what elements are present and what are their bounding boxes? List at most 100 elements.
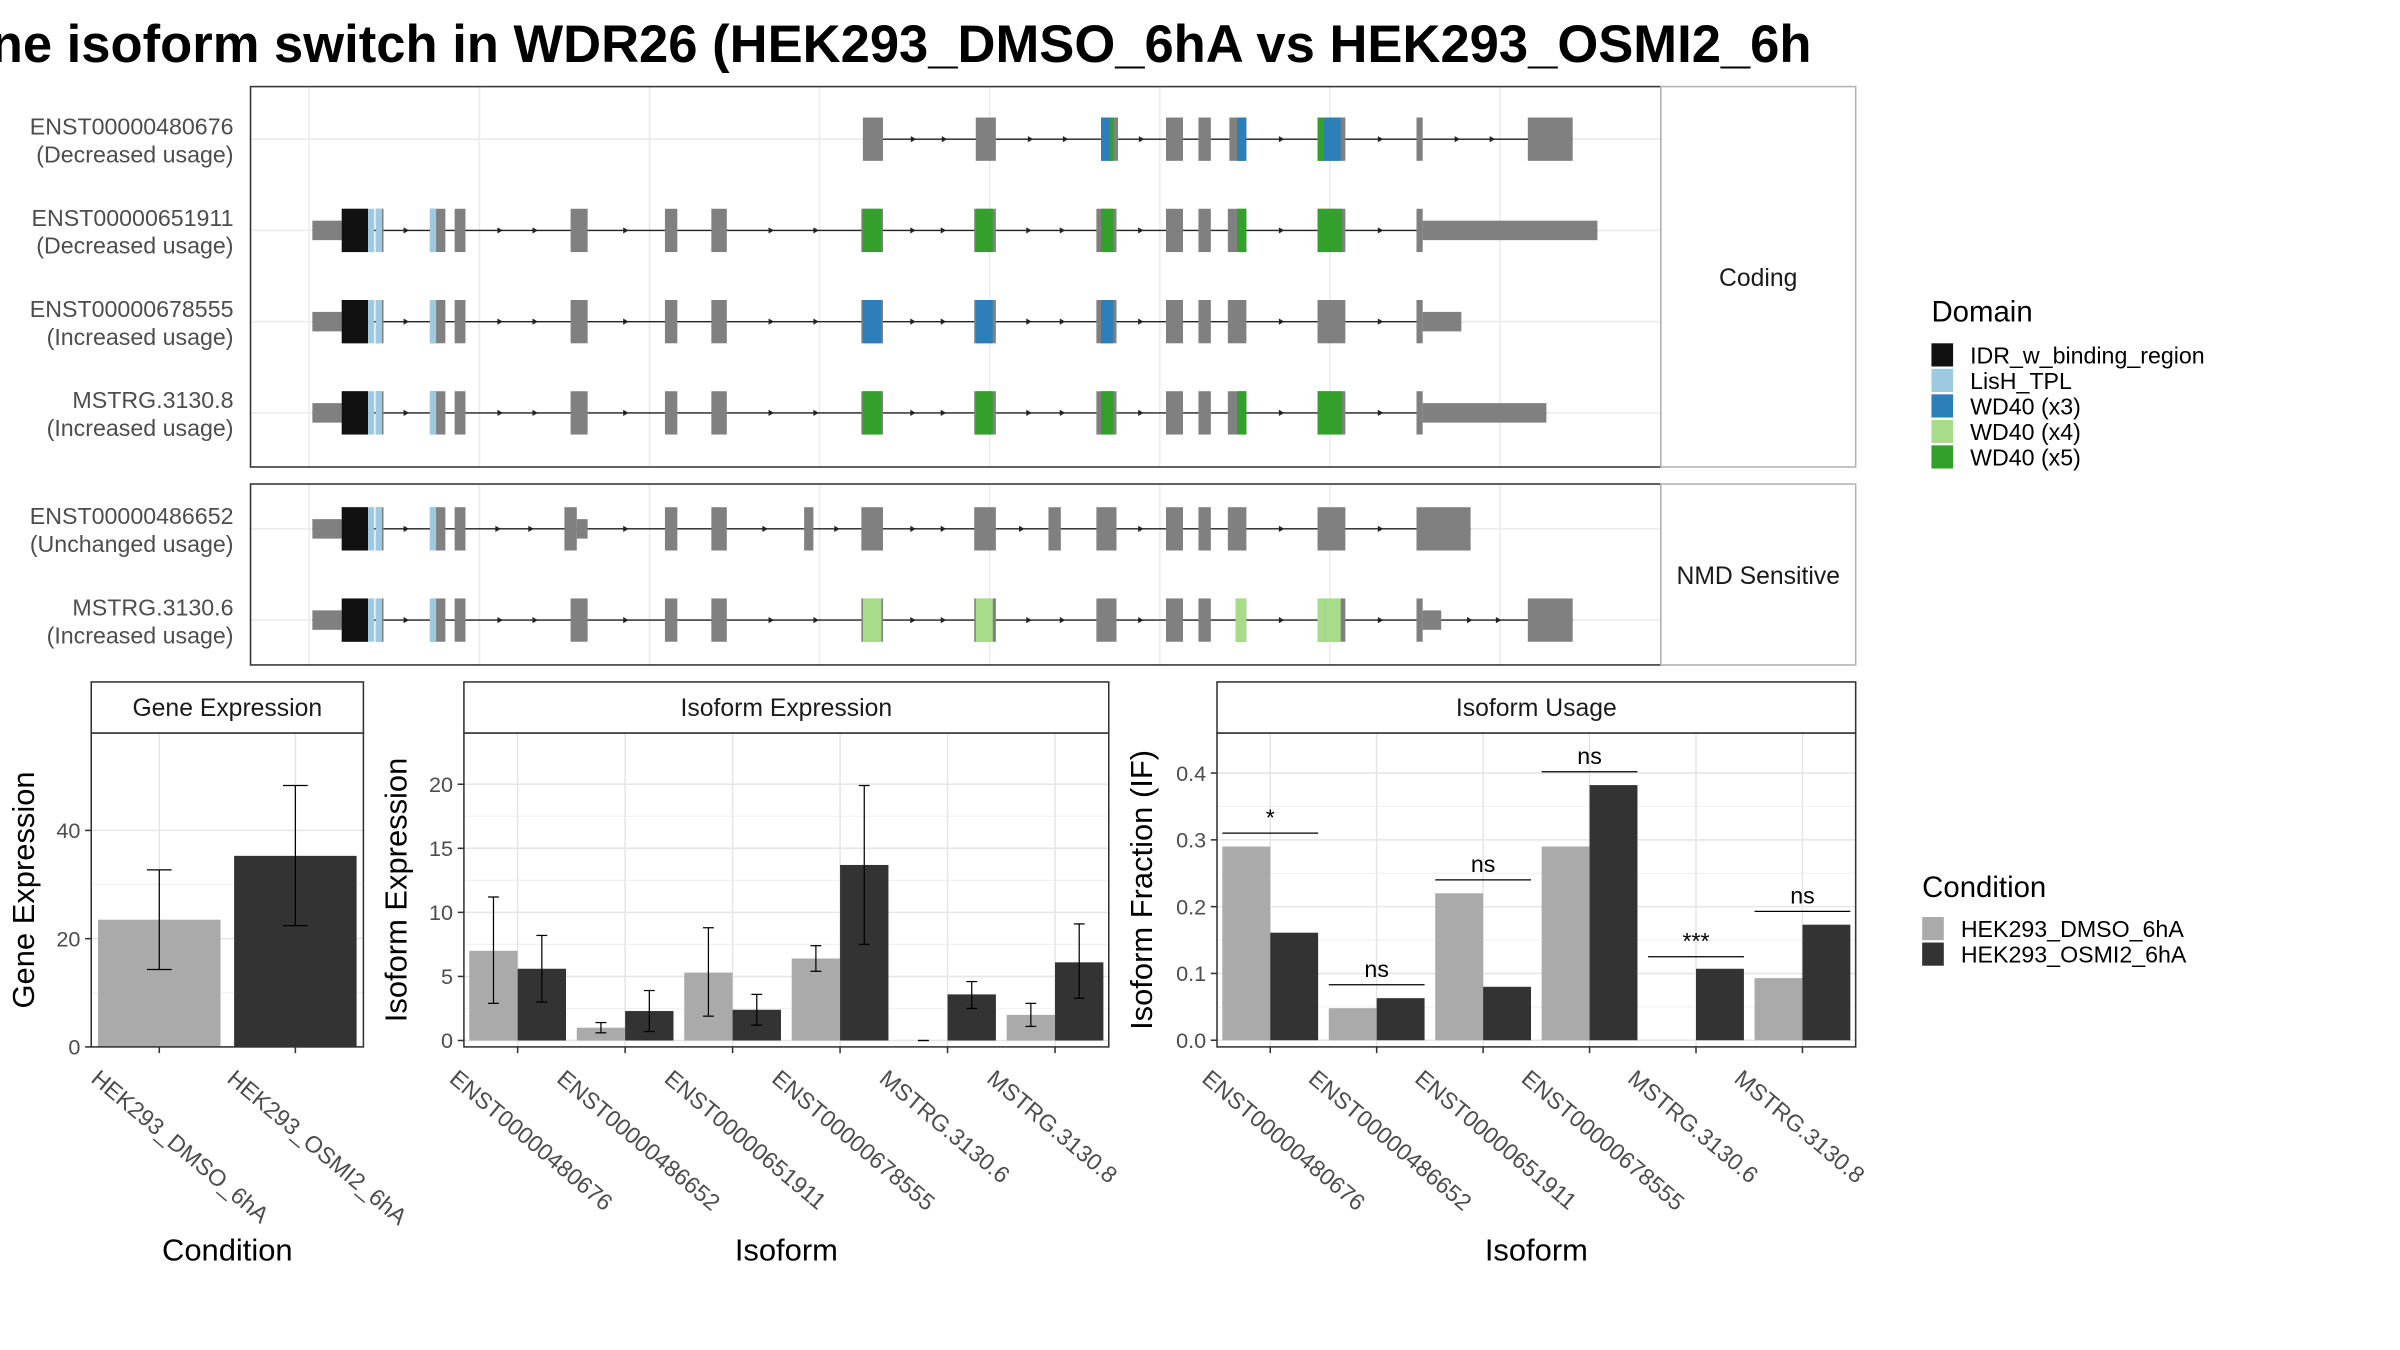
intron-arrow (1019, 525, 1025, 532)
domain-block (1317, 208, 1343, 253)
domain-block (368, 208, 375, 253)
x-axis-label: Isoform (1485, 1232, 1588, 1267)
domain-block (1237, 391, 1247, 435)
exon (1416, 391, 1423, 435)
y-tick-label: 0 (441, 1028, 453, 1053)
intron-arrow (623, 525, 629, 532)
condition-legend-title: Condition (1922, 871, 2046, 904)
exon (1527, 117, 1573, 161)
bar (1589, 785, 1638, 1041)
facet-strip (1660, 85, 1857, 468)
transcript-usage-label: (Increased usage) (47, 324, 234, 350)
exon (1317, 507, 1346, 551)
y-tick-label: 20 (429, 772, 453, 797)
intron-arrow (813, 227, 819, 234)
error-bar (703, 927, 714, 1017)
domain-block (429, 598, 437, 642)
intron-arrow (623, 409, 629, 416)
domain-block (341, 507, 369, 551)
exon (664, 208, 678, 253)
domain-block (375, 208, 382, 253)
domain-block (1325, 598, 1341, 642)
domain-block (368, 391, 375, 435)
domain-block (1317, 117, 1324, 161)
exon (1165, 117, 1183, 161)
intron-arrow (1377, 318, 1384, 325)
intron-arrow (1278, 227, 1285, 234)
exon (1048, 507, 1061, 551)
exon (1198, 208, 1211, 253)
transcript-usage-label: (Decreased usage) (36, 141, 233, 167)
intron-arrow (768, 617, 774, 624)
y-tick-label: 0.0 (1176, 1028, 1206, 1053)
error-bar (643, 989, 655, 1033)
intron-arrow (532, 409, 538, 416)
exon (1416, 507, 1471, 551)
condition-legend-key (1922, 917, 1944, 941)
exon (711, 208, 727, 253)
domain-block (1235, 598, 1247, 642)
intron-arrow (813, 617, 819, 624)
intron-arrow (1138, 409, 1144, 416)
chart-title: Isoform Usage (1456, 695, 1617, 722)
bar (1541, 846, 1590, 1041)
bar (1754, 978, 1803, 1041)
chart-title-strip (463, 681, 1110, 734)
exon (1227, 300, 1247, 344)
exon (570, 598, 588, 642)
exon (570, 208, 588, 253)
intron-arrow (623, 617, 629, 624)
intron-arrow (623, 227, 629, 234)
domain-legend-title: Domain (1931, 296, 2032, 329)
intron-arrow (762, 525, 768, 532)
condition-legend-label: HEK293_DMSO_6hA (1961, 916, 2185, 942)
transcript-ENST00000480676: ENST00000480676(Decreased usage) (30, 114, 1573, 167)
intron-arrow (1059, 617, 1066, 624)
significance-label: ns (1577, 743, 1602, 769)
domain-block (975, 300, 993, 344)
domain-block (375, 391, 382, 435)
intron-arrow (1377, 409, 1384, 416)
bar (1328, 1008, 1377, 1041)
exon (1422, 220, 1598, 241)
y-axis-label: Isoform Fraction (IF) (1124, 750, 1159, 1030)
domain-block (429, 208, 437, 253)
intron-arrow (940, 318, 947, 325)
error-bar (1025, 1002, 1037, 1028)
x-axis-label: Isoform (735, 1232, 838, 1267)
significance-label: *** (1682, 928, 1709, 954)
domain-block (429, 507, 437, 551)
transcript-panel-coding: ENST00000480676(Decreased usage)ENST0000… (30, 85, 1857, 468)
intron-arrow (768, 318, 774, 325)
exon (804, 507, 814, 551)
intron-arrow (1026, 617, 1032, 624)
y-tick-label: 0.4 (1176, 761, 1206, 786)
exon (1416, 117, 1423, 161)
legends: Domain Condition IDR_w_binding_regionLis… (1922, 296, 2205, 968)
intron-arrow (497, 617, 503, 624)
exon (454, 507, 466, 551)
y-axis-label: Isoform Expression (379, 758, 414, 1023)
exon (1527, 598, 1573, 642)
intron-arrow (1278, 409, 1285, 416)
exon (1165, 598, 1183, 642)
intron-arrow (1138, 525, 1144, 532)
intron-arrow (910, 617, 916, 624)
exon (1165, 208, 1183, 253)
intron-arrow (1062, 136, 1069, 143)
intron-arrow (940, 617, 947, 624)
exon (1165, 391, 1183, 435)
chart-title-strip (1216, 681, 1857, 734)
domain-legend-label: IDR_w_binding_region (1970, 342, 2205, 368)
error-bar (536, 934, 548, 1003)
domain-legend-label: WD40 (x5) (1970, 444, 2081, 470)
exon (974, 507, 996, 551)
transcript-usage-label: (Unchanged usage) (30, 531, 234, 557)
exon (312, 311, 344, 332)
exon (664, 507, 678, 551)
bar (1270, 932, 1319, 1041)
intron-arrow (1059, 409, 1066, 416)
intron-arrow (1377, 227, 1384, 234)
intron-arrow (1138, 136, 1145, 143)
